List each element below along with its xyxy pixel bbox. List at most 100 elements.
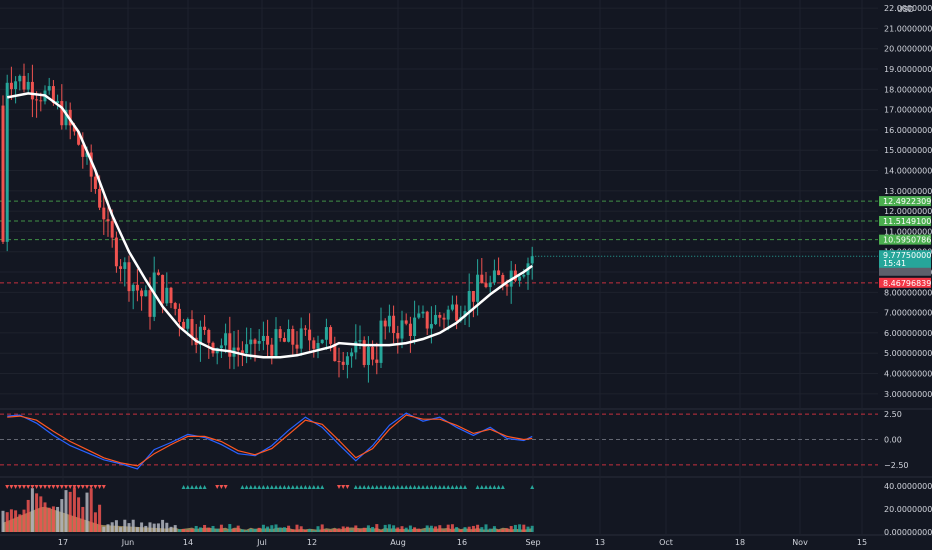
candle-body <box>72 125 76 132</box>
candle-body <box>492 270 496 283</box>
time-tick-label: Sep <box>525 538 540 547</box>
volume-bar <box>161 519 165 532</box>
candle-body <box>249 339 253 345</box>
volume-bar <box>198 527 202 532</box>
volume-bar <box>18 514 22 532</box>
buy-signal-marker <box>274 485 278 489</box>
candle-body <box>396 333 400 339</box>
sell-signal-marker <box>345 485 350 489</box>
volume-bar <box>156 523 160 532</box>
candle-body <box>476 274 480 302</box>
volume-bar <box>329 530 333 532</box>
candle-body <box>366 346 370 365</box>
volume-bar <box>362 527 366 532</box>
sell-signal-marker <box>9 485 14 489</box>
volume-bar <box>366 525 370 532</box>
oscillator-tick-label: 0.00 <box>884 435 902 444</box>
time-tick-label: 17 <box>58 538 68 547</box>
price-axis[interactable]: 3.00000000 4.00000000 5.00000000 6.00000000… <box>879 4 932 537</box>
sell-signal-marker <box>17 485 22 489</box>
buy-signal-marker <box>198 485 203 489</box>
buy-signal-marker <box>265 485 270 489</box>
candle-body <box>287 328 291 342</box>
volume-bar <box>114 520 118 532</box>
volume-bar <box>207 527 211 532</box>
candle-body <box>442 317 446 320</box>
volume-bar <box>257 527 261 532</box>
price-tick-label: 18.00000000 <box>884 85 932 94</box>
candle-body <box>56 101 60 104</box>
buy-signal-marker <box>408 485 413 489</box>
price-tick-label: 6.00000000 <box>884 329 932 338</box>
buy-signal-marker <box>290 485 295 489</box>
candle-body <box>320 339 324 344</box>
candle-body <box>47 86 51 91</box>
volume-bar <box>522 524 526 532</box>
buy-signal-marker <box>429 485 434 489</box>
candle-body <box>119 266 123 269</box>
buy-signal-marker <box>479 485 484 489</box>
candle-body <box>240 350 244 354</box>
sell-signal-marker <box>34 485 39 489</box>
price-level-tag <box>879 196 931 207</box>
sell-signal-marker <box>215 485 220 489</box>
oscillator-tick-label: −2.50 <box>884 461 909 470</box>
volume-bar <box>85 492 89 532</box>
volume-bar <box>228 524 232 532</box>
candle-body <box>505 284 509 287</box>
sell-signal-marker <box>51 485 56 489</box>
volume-bar <box>463 527 467 532</box>
volume-bar <box>60 499 64 532</box>
volume-bar <box>261 524 265 532</box>
candle-body <box>35 99 39 101</box>
volume-bar <box>224 530 228 532</box>
candle-body <box>190 319 194 338</box>
price-level-tag <box>879 277 931 288</box>
buy-signal-marker <box>248 485 253 489</box>
buy-signal-marker <box>244 485 249 489</box>
volume-bar <box>89 488 93 532</box>
candle-body <box>387 315 391 327</box>
time-tick-label: 16 <box>457 538 467 547</box>
last-price-label: 9.77750000 <box>883 251 931 260</box>
volume-bar <box>282 527 286 532</box>
price-tick-label: 20.00000000 <box>884 45 932 54</box>
price-tick-label: 21.00000000 <box>884 24 932 33</box>
buy-signal-marker <box>484 485 488 489</box>
volume-bar <box>245 530 249 532</box>
volume-bar <box>232 528 236 532</box>
sell-signal-marker <box>38 485 43 489</box>
volume-bar <box>408 525 412 532</box>
volume-tick-label: 0.00000000 <box>884 528 932 537</box>
volume-bar <box>333 528 337 532</box>
buy-signal-marker <box>370 485 375 489</box>
volume-bar <box>131 519 135 532</box>
volume-bar <box>308 529 312 532</box>
volume-bar <box>14 510 18 532</box>
candle-body <box>518 276 522 281</box>
volume-bar <box>518 524 522 532</box>
volume-bar <box>203 524 207 532</box>
candle-body <box>18 75 22 82</box>
volume-bar <box>135 527 139 532</box>
time-tick-label: Jul <box>256 538 267 547</box>
volume-bar <box>274 524 278 532</box>
time-axis[interactable]: 17 Jun 14 Jul 12 Aug 16 Sep 13 Oct 18 Nov 15 <box>58 538 867 547</box>
candle-body <box>467 291 471 312</box>
candle-body <box>484 283 488 288</box>
volume-bar <box>240 529 244 532</box>
volume-bar <box>429 525 433 532</box>
price-tick-label: 22.00000000 <box>884 4 932 13</box>
volume-bar <box>387 524 391 532</box>
buy-signal-marker <box>475 485 480 489</box>
candle-body <box>358 340 362 342</box>
price-tick-label: 13.00000000 <box>884 187 932 196</box>
sell-signal-marker <box>72 485 77 489</box>
candle-body <box>455 304 459 321</box>
time-tick-label: Nov <box>792 538 808 547</box>
candle-body <box>345 356 349 365</box>
candle-body <box>299 328 303 349</box>
volume-bar <box>194 525 198 532</box>
candle-body <box>51 86 55 104</box>
